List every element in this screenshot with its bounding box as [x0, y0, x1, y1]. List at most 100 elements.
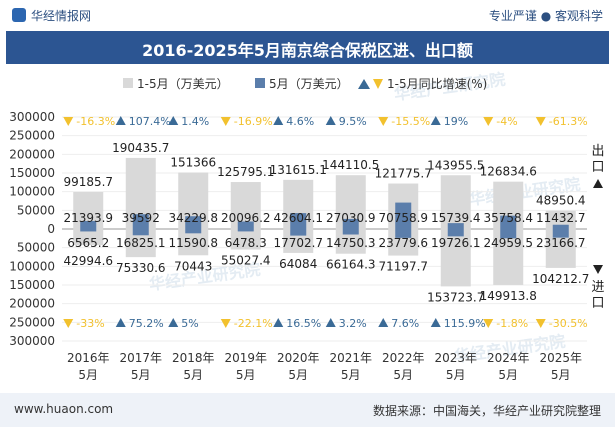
x-tick-label-year: 2020年 [277, 351, 320, 365]
brand: 华经情报网 [12, 7, 91, 24]
import-monthly-bar [290, 229, 307, 236]
y-tick-label: 100000 [9, 185, 55, 199]
export-monthly-bar [80, 221, 97, 229]
export-yoy-label: -4% [496, 115, 517, 128]
import-cumulative-label: 149913.8 [480, 289, 537, 303]
down-triangle-icon [483, 117, 494, 126]
legend-swatch-cumulative [123, 78, 133, 88]
import-cumulative-label: 64084 [279, 257, 317, 271]
import-yoy-label: 3.2% [339, 317, 367, 330]
side-up-arrow-icon [593, 179, 603, 188]
export-cumulative-label: 131615.1 [270, 163, 327, 177]
import-monthly-label: 6565.2 [67, 236, 109, 250]
import-cumulative-label: 71197.7 [378, 260, 428, 274]
import-cumulative-label: 42994.6 [63, 254, 113, 268]
export-monthly-label: 20096.2 [221, 211, 271, 225]
import-monthly-bar [185, 229, 202, 234]
import-cumulative-label: 153723.7 [427, 290, 484, 304]
up-triangle-icon [325, 318, 336, 327]
export-monthly-label: 70758.9 [378, 211, 428, 225]
bars [73, 157, 576, 287]
export-cumulative-label: 151366 [170, 155, 216, 169]
export-yoy-label: 9.5% [339, 115, 367, 128]
import-yoy-label: -30.5% [549, 317, 588, 330]
data-source: 数据来源：中国海关，华经产业研究院整理 [372, 404, 601, 418]
export-monthly-bar [132, 214, 149, 229]
import-yoy-label: -1.8% [496, 317, 528, 330]
export-monthly-bar [237, 221, 254, 229]
side-label-import-char-2: 口 [591, 296, 604, 311]
down-triangle-icon [378, 117, 389, 126]
export-cumulative-label: 126834.6 [480, 165, 537, 179]
import-cumulative-bar [440, 229, 471, 287]
legend-label-monthly: 5月（万美元） [269, 77, 349, 91]
yoy-labels: -16.3% -33% 107.4% 75.2% 1.4% 5% -16.9% -22.1% 4… [63, 115, 588, 330]
export-yoy-label: -16.9% [234, 115, 273, 128]
down-triangle-icon [63, 117, 74, 126]
export-monthly-label: 21393.9 [63, 211, 113, 225]
legend-label-yoy: 1-5月同比增速(%) [387, 77, 487, 91]
title-bar: 2016-2025年5月南京综合保税区进、出口额 [6, 31, 609, 64]
import-cumulative-label: 55027.4 [221, 254, 271, 268]
x-tick-label-month: 5月 [131, 368, 151, 382]
tagline: 专业严谨 ● 客观科学 [488, 9, 603, 23]
x-tick-label-year: 2018年 [172, 351, 215, 365]
x-axis: 2016年 5月 2017年 5月 2018年 5月 2019年 5月 2020年 5月 2021年… [67, 351, 582, 382]
x-tick-label-month: 5月 [341, 368, 361, 382]
x-tick-label-month: 5月 [288, 368, 308, 382]
import-yoy-label: 5% [181, 317, 198, 330]
import-cumulative-label: 70443 [174, 259, 212, 273]
x-tick-label-year: 2021年 [329, 351, 372, 365]
side-down-arrow-icon [593, 265, 603, 274]
export-cumulative-label: 99185.7 [63, 175, 113, 189]
import-cumulative-label: 66164.3 [326, 258, 376, 272]
import-cumulative-label: 104212.7 [532, 272, 589, 286]
x-tick-label-year: 2023年 [434, 351, 477, 365]
x-tick-label-month: 5月 [78, 368, 98, 382]
y-tick-label: 200000 [9, 297, 55, 311]
export-monthly-label: 11432.7 [536, 211, 586, 225]
export-cumulative-label: 125795.1 [217, 165, 274, 179]
export-cumulative-bar [440, 175, 471, 229]
down-triangle-icon [220, 319, 231, 328]
import-monthly-label: 23166.7 [536, 236, 586, 250]
x-tick-label-year: 2019年 [224, 351, 267, 365]
down-triangle-icon [63, 319, 74, 328]
export-monthly-label: 27030.9 [326, 211, 376, 225]
export-yoy-label: 1.4% [181, 115, 209, 128]
import-monthly-label: 19726.1 [431, 236, 481, 250]
import-monthly-label: 6478.3 [225, 236, 267, 250]
up-triangle-icon [168, 318, 179, 327]
y-tick-label: 50000 [17, 203, 55, 217]
up-triangle-icon [430, 116, 441, 125]
import-monthly-bar [237, 229, 254, 232]
export-yoy-label: -61.3% [549, 115, 588, 128]
import-cumulative-bar [178, 229, 209, 256]
x-tick-label-month: 5月 [551, 368, 571, 382]
x-tick-label-month: 5月 [446, 368, 466, 382]
import-cumulative-bar [230, 229, 261, 250]
down-triangle-icon [483, 319, 494, 328]
import-monthly-bar [80, 229, 97, 232]
up-triangle-icon [378, 318, 389, 327]
up-triangle-icon [273, 318, 284, 327]
export-monthly-label: 35758.4 [483, 211, 533, 225]
import-monthly-label: 16825.1 [116, 236, 166, 250]
legend-down-triangle-icon [373, 79, 383, 89]
legend-up-triangle-icon [358, 79, 370, 89]
export-monthly-label: 39592 [122, 211, 160, 225]
brand-name: 华经情报网 [31, 9, 92, 23]
export-monthly-bar [447, 223, 464, 229]
legend-label-cumulative: 1-5月（万美元） [137, 77, 229, 91]
up-triangle-icon [115, 116, 126, 125]
y-tick-label: 200000 [9, 147, 55, 161]
export-monthly-bar [290, 213, 307, 229]
website-link[interactable]: www.huaon.com [14, 402, 114, 416]
legend: 1-5月（万美元） 5月（万美元） 1-5月同比增速(%) [123, 77, 487, 91]
y-tick-label: 150000 [9, 278, 55, 292]
x-tick-label-year: 2022年 [382, 351, 425, 365]
chart-title: 2016-2025年5月南京综合保税区进、出口额 [142, 41, 473, 60]
export-cumulative-bar [230, 182, 261, 229]
